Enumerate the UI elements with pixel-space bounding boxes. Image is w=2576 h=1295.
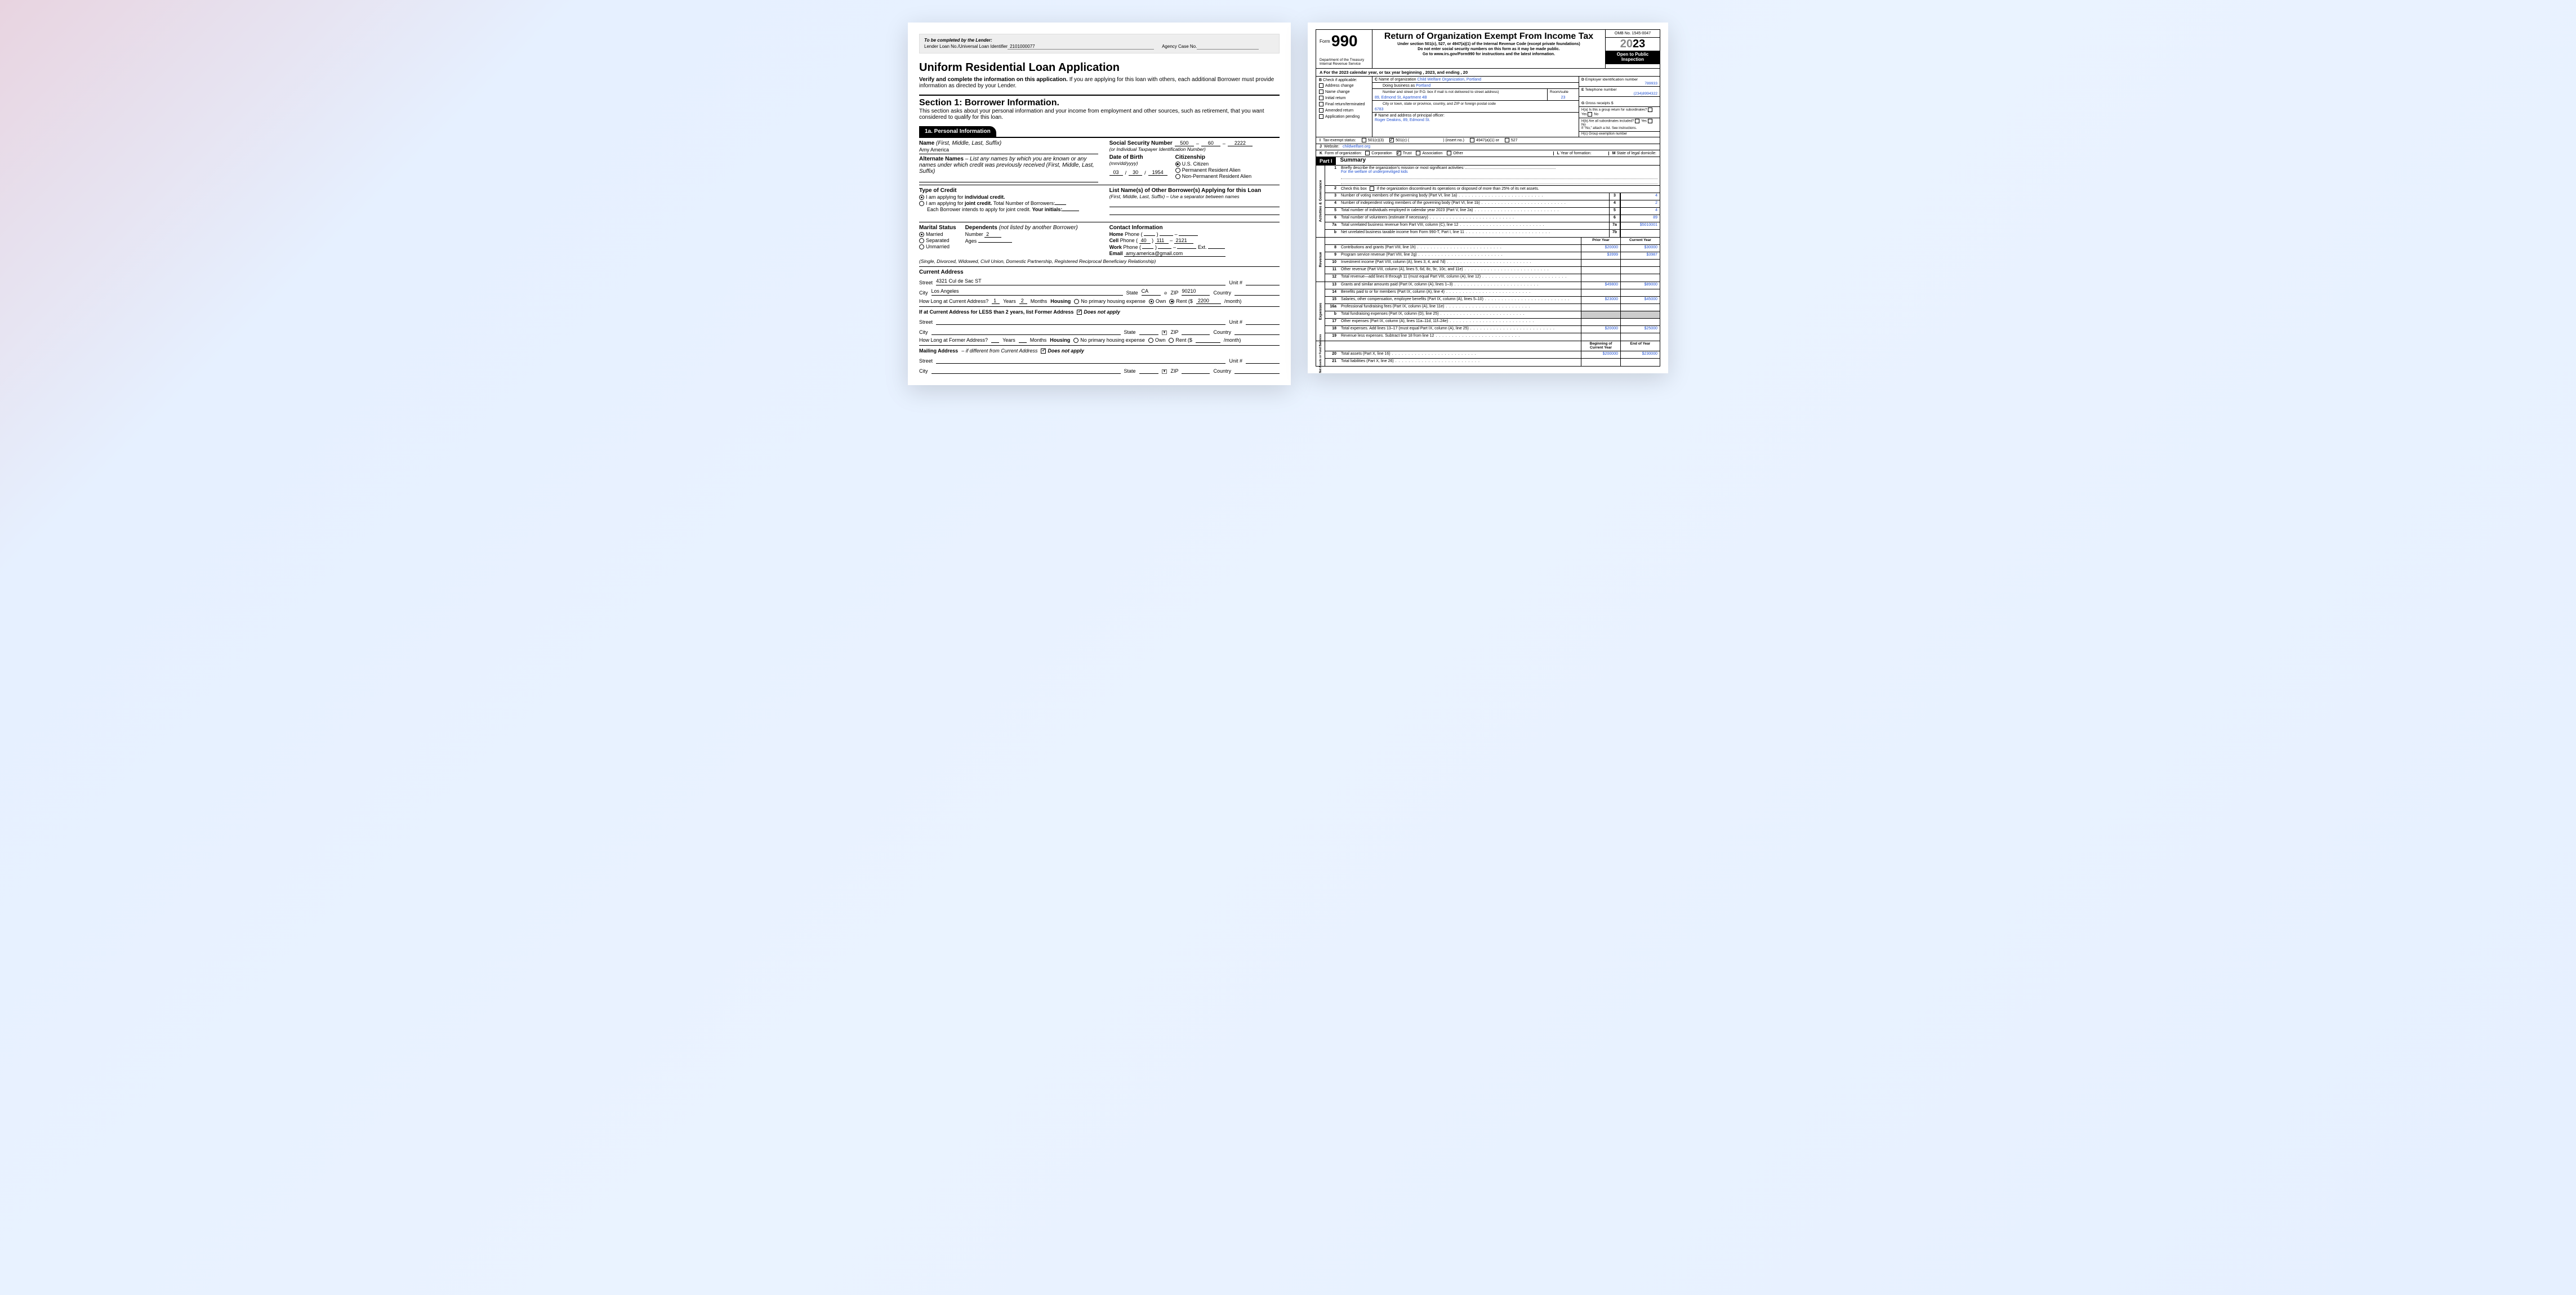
org-name: Child Welfare Organization, Portland bbox=[1418, 78, 1481, 82]
hb-yes[interactable] bbox=[1635, 119, 1639, 123]
ein-value: 789933 bbox=[1581, 82, 1657, 86]
i-501c3[interactable] bbox=[1362, 138, 1366, 142]
loan-no-value: 2101000077 bbox=[1008, 44, 1154, 50]
ssn-3: 2222 bbox=[1228, 140, 1253, 146]
tab-1a: 1a. Personal Information bbox=[919, 126, 996, 137]
k-option[interactable]: Association bbox=[1416, 151, 1442, 155]
housing-rent[interactable]: Rent ($ bbox=[1169, 298, 1193, 304]
city-value: Los Angeles bbox=[932, 288, 1123, 296]
name-value: Amy America bbox=[919, 146, 1098, 154]
citizen-perm[interactable]: Permanent Resident Alien bbox=[1175, 167, 1252, 173]
line2-checkbox[interactable] bbox=[1370, 186, 1374, 191]
summary-table: Activities & Governance 1Briefly describ… bbox=[1316, 166, 1660, 367]
ha-yes[interactable] bbox=[1648, 108, 1652, 112]
phone-value: (234)8994322 bbox=[1581, 92, 1657, 96]
zip-value: 90210 bbox=[1182, 288, 1210, 296]
form-990-header: Form 990 Department of the TreasuryInter… bbox=[1316, 29, 1660, 69]
b-option[interactable]: Address change bbox=[1319, 82, 1369, 88]
loan-application-document: To be completed by the Lender: Lender Lo… bbox=[908, 23, 1291, 385]
website-value: childwelfare.org bbox=[1343, 145, 1370, 149]
alt-names-value bbox=[919, 175, 1098, 182]
form-990-document: Form 990 Department of the TreasuryInter… bbox=[1308, 23, 1668, 373]
citytown-value: 6783 bbox=[1372, 106, 1579, 113]
row-a: A For the 2023 calendar year, or tax yea… bbox=[1316, 69, 1660, 77]
k-option[interactable]: Corporation bbox=[1365, 151, 1392, 155]
addr-value: 89, Edmond St, Apartment 4B bbox=[1372, 95, 1547, 101]
mailing-dna-checkbox[interactable]: Does not apply bbox=[1041, 348, 1084, 354]
other-borrowers bbox=[1109, 199, 1280, 207]
k-option[interactable]: Trust bbox=[1397, 151, 1412, 155]
credit-individual[interactable]: I am applying for individual credit. bbox=[919, 194, 1098, 200]
ssn-1: 500 bbox=[1175, 140, 1194, 146]
citizen-us[interactable]: U.S. Citizen bbox=[1175, 161, 1252, 167]
i-4947[interactable] bbox=[1470, 138, 1474, 142]
agency-label: Agency Case No. bbox=[1162, 44, 1197, 50]
b-option[interactable]: Amended return bbox=[1319, 107, 1369, 113]
ssn-2: 60 bbox=[1201, 140, 1220, 146]
b-option[interactable]: Name change bbox=[1319, 88, 1369, 95]
ha-no[interactable] bbox=[1588, 112, 1592, 117]
former-dna-checkbox[interactable]: Does not apply bbox=[1077, 309, 1120, 315]
hb-no[interactable] bbox=[1648, 119, 1652, 123]
rent-amount: 2200 bbox=[1196, 298, 1221, 304]
section-1-header: Section 1: Borrower Information. This se… bbox=[919, 95, 1280, 120]
officer-value: Roger Deakins, 89, Edmond St. bbox=[1372, 118, 1579, 123]
agency-value bbox=[1197, 44, 1259, 50]
housing-none[interactable]: No primary housing expense bbox=[1074, 298, 1146, 304]
marital-separated[interactable]: Separated bbox=[919, 238, 956, 243]
mission-value: For the welfare of underpreviliged kids bbox=[1341, 170, 1408, 174]
lender-note: To be completed by the Lender: bbox=[924, 38, 1274, 43]
lender-header-box: To be completed by the Lender: Lender Lo… bbox=[919, 34, 1280, 53]
b-option[interactable]: Application pending bbox=[1319, 113, 1369, 119]
dep-number: 2 bbox=[984, 231, 1001, 238]
email-value: amy.america@gmail.com bbox=[1124, 251, 1225, 257]
dep-ages bbox=[978, 242, 1012, 243]
street-value: 4321 Cul de Sac ST bbox=[936, 278, 1225, 285]
dba-value: Portland bbox=[1416, 84, 1430, 88]
room-value: 23 bbox=[1548, 95, 1579, 101]
citizen-nonperm[interactable]: Non-Permanent Resident Alien bbox=[1175, 173, 1252, 179]
i-501c[interactable] bbox=[1389, 138, 1394, 142]
i-527[interactable] bbox=[1505, 138, 1509, 142]
b-option[interactable]: Final return/terminated bbox=[1319, 101, 1369, 107]
state-value: CA bbox=[1142, 288, 1161, 296]
k-option[interactable]: Other bbox=[1447, 151, 1463, 155]
marital-unmarried[interactable]: Unmarried bbox=[919, 244, 956, 249]
marital-married[interactable]: Married bbox=[919, 231, 956, 237]
verify-text: Verify and complete the information on t… bbox=[919, 77, 1280, 89]
b-option[interactable]: Initial return bbox=[1319, 95, 1369, 101]
housing-own[interactable]: Own bbox=[1149, 298, 1166, 304]
loan-no-label: Lender Loan No./Universal Loan Identifie… bbox=[924, 44, 1008, 50]
credit-joint[interactable]: I am applying for joint credit. Total Nu… bbox=[919, 200, 1098, 206]
application-title: Uniform Residential Loan Application bbox=[919, 61, 1280, 74]
